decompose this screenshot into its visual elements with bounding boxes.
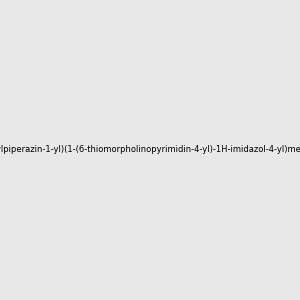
Text: (4-phenylpiperazin-1-yl)(1-(6-thiomorpholinopyrimidin-4-yl)-1H-imidazol-4-yl)met: (4-phenylpiperazin-1-yl)(1-(6-thiomorpho… [0, 146, 300, 154]
